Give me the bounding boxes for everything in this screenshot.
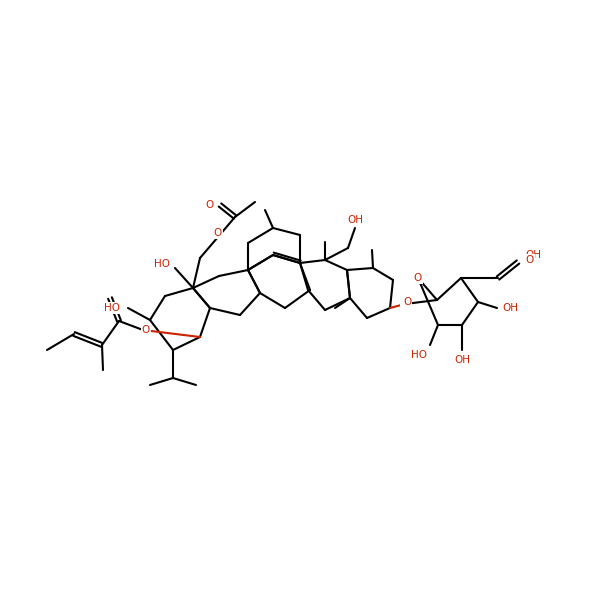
Text: O: O [142,325,150,335]
Text: O: O [206,200,214,210]
Text: HO: HO [154,259,170,269]
Text: O: O [401,299,409,309]
Text: OH: OH [502,303,518,313]
Text: O: O [214,228,222,238]
Text: OH: OH [525,250,541,260]
Text: O: O [526,255,534,265]
Text: O: O [403,297,411,307]
Text: OH: OH [454,355,470,365]
Text: O: O [414,273,422,283]
Text: HO: HO [411,350,427,360]
Text: OH: OH [347,215,363,225]
Text: HO: HO [104,303,120,313]
